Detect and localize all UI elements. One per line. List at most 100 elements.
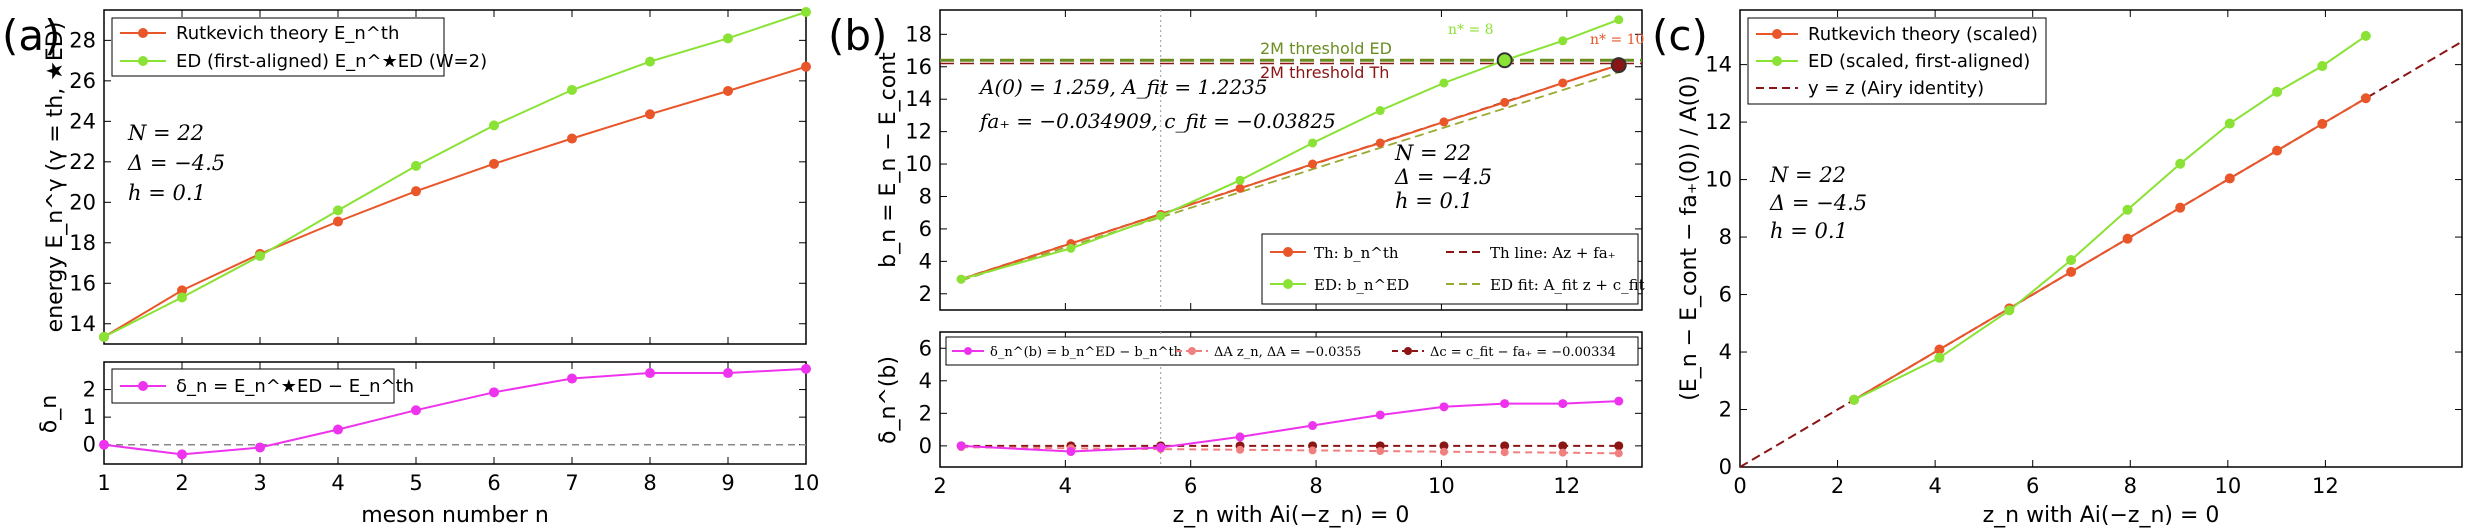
y-tick-label: 6 — [919, 217, 932, 241]
delta-n-point — [645, 368, 655, 379]
scaled-theory-point — [2122, 233, 2133, 244]
panel-b-xlabel: z_n with Ai(−z_n) = 0 — [1173, 503, 1410, 528]
panel-b-bottom-ylabel: δ_n^(b) — [876, 356, 901, 444]
ed-bn-point — [1066, 243, 1076, 253]
panel-a-annotation-delta: Δ = −4.5 — [127, 151, 225, 175]
delta-b-point — [1308, 421, 1318, 431]
scaled-theory-point — [2175, 202, 2186, 213]
panel-label-b: (b) — [828, 11, 887, 60]
ed-energy-point — [567, 84, 577, 95]
panel-b-top-frame — [939, 9, 1643, 311]
delta-a-point — [1500, 448, 1509, 457]
y-tick-label: 2 — [919, 282, 932, 306]
scaled-ed-point — [1934, 352, 1945, 363]
legend-marker-deltac — [1404, 347, 1412, 355]
panel-b-bottom-yticks: 0 2 4 6 — [919, 336, 1642, 458]
x-tick-label: 3 — [253, 471, 266, 495]
theory-energy-point — [567, 133, 577, 144]
delta-b-point — [1439, 402, 1449, 412]
th-bn-point — [1235, 183, 1245, 193]
theory-energy-point — [723, 85, 733, 96]
panel-c-frame — [1739, 9, 2463, 468]
ed-energy-point — [255, 250, 265, 261]
theory-energy-point — [333, 216, 343, 227]
legend-marker-edb — [1283, 279, 1293, 289]
scaled-ed-point — [2175, 158, 2186, 169]
panel-b-bottom-xticks: 2 4 6 8 10 12 — [933, 332, 1580, 498]
y-tick-label: 1 — [83, 405, 96, 429]
y-tick-label: 10 — [1705, 168, 1732, 192]
fit-line-1: A(0) = 1.259, A_fit = 1.2235 — [978, 75, 1268, 99]
scaled-theory-point — [2066, 266, 2077, 277]
y-tick-label: 2 — [1719, 398, 1732, 422]
ed-bn-point — [1558, 36, 1568, 46]
ed-energy-line — [103, 11, 807, 338]
panel-a-top-plot: 14 16 18 20 22 24 26 28 energy E_n^γ (γ = th, ★… — [43, 7, 811, 345]
y-tick-label: 26 — [69, 69, 96, 93]
th-bn-line — [960, 64, 1620, 281]
theory-energy-point — [177, 285, 187, 296]
panel-a-top-yticks: 14 16 18 20 22 24 26 28 — [69, 28, 806, 336]
ed-bn-point — [956, 274, 966, 284]
delta-a-line — [961, 446, 1619, 455]
y-tick-label: 6 — [919, 336, 932, 360]
y-tick-label: 16 — [69, 271, 96, 295]
ed-energy-point — [489, 120, 499, 131]
ed-energy-point — [333, 205, 343, 216]
legend-label-scaled-theory: Rutkevich theory (scaled) — [1808, 24, 2038, 45]
scaled-ed-point — [2122, 204, 2133, 215]
legend-label-thline: Th line: Az + fa₊ — [1490, 244, 1616, 262]
legend-marker-delta — [138, 381, 148, 391]
y-tick-label: 12 — [905, 120, 932, 144]
ed-energy-point — [801, 7, 811, 18]
delta-a-point — [1614, 449, 1623, 458]
nstar-th-label: n* = 10 — [1590, 32, 1644, 48]
legend-label-scaled-ed: ED (scaled, first-aligned) — [1808, 51, 2030, 72]
delta-n-point — [567, 373, 577, 384]
ed-energy-point — [411, 160, 421, 171]
delta-a-point — [1376, 447, 1385, 456]
delta-n-point — [255, 442, 265, 453]
panel-a-bottom-ylabel: δ_n — [37, 395, 62, 433]
theory-energy-point — [411, 186, 421, 197]
delta-n-point — [489, 387, 499, 398]
legend-label-th: Th: b_n^th — [1314, 244, 1399, 262]
delta-n-point — [177, 449, 187, 460]
x-tick-label: 4 — [1059, 474, 1072, 498]
panel-c-annotation-delta: Δ = −4.5 — [1769, 191, 1867, 215]
x-tick-label: 12 — [1553, 474, 1580, 498]
y-tick-label: 6 — [1719, 283, 1732, 307]
panel-c-annotation-n: N = 22 — [1769, 163, 1846, 187]
y-tick-label: 14 — [905, 87, 932, 111]
scaled-theory-point — [1934, 344, 1945, 355]
y-tick-label: 10 — [905, 152, 932, 176]
ed-bn-point — [1235, 175, 1245, 185]
panel-a-bottom-yticks: 0 1 2 — [83, 378, 806, 457]
threshold-th-label: 2M threshold Th — [1260, 63, 1389, 82]
y-tick-label: 0 — [919, 434, 932, 458]
theory-energy-point — [489, 158, 499, 169]
y-tick-label: 22 — [69, 150, 96, 174]
panel-a-annotation-n: N = 22 — [127, 121, 204, 145]
ed-bn-point — [1375, 106, 1385, 116]
y-tick-label: 4 — [919, 369, 932, 393]
panel-c-xlabel: z_n with Ai(−z_n) = 0 — [1983, 503, 2220, 528]
y-tick-label: 14 — [69, 312, 96, 336]
panel-c-annotation-h: h = 0.1 — [1770, 219, 1848, 243]
ed-bn-line — [960, 18, 1620, 281]
y-tick-label: 20 — [69, 190, 96, 214]
x-tick-label: 8 — [643, 471, 656, 495]
panel-a-top-frame — [103, 9, 807, 345]
delta-b-point — [1558, 399, 1568, 409]
x-tick-label: 2 — [175, 471, 188, 495]
delta-c-point — [1439, 441, 1449, 451]
delta-b-line — [961, 400, 1619, 453]
x-tick-label: 6 — [1184, 474, 1197, 498]
delta-b-point — [1156, 442, 1166, 452]
y-tick-label: 0 — [1719, 455, 1732, 479]
y-tick-label: 8 — [1719, 225, 1732, 249]
panel-b-annotation-n: N = 22 — [1394, 141, 1471, 165]
panel-b-annotation-delta: Δ = −4.5 — [1394, 165, 1492, 189]
scaled-ed-line — [1853, 35, 2367, 401]
panel-label-c: (c) — [1652, 11, 1708, 60]
